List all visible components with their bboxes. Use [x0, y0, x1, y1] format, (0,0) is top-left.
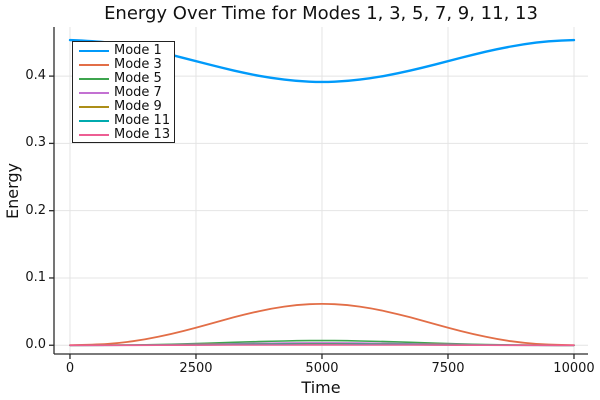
- y-tick-label-0.0: 0.0: [25, 337, 46, 353]
- legend-label: Mode 1: [114, 43, 162, 58]
- x-tick-label-5000: 5000: [305, 361, 339, 376]
- x-tick-label-0: 0: [65, 361, 75, 376]
- legend-item-mode-9: Mode 9: [79, 100, 174, 114]
- legend-line-icon: [79, 78, 109, 80]
- legend-label: Mode 3: [114, 57, 162, 72]
- legend-box: Mode 1 Mode 3 Mode 5 Mode 7 Mode 9 Mode 11 Mod…: [72, 41, 175, 143]
- legend-label: Mode 9: [114, 99, 162, 114]
- x-axis-label: Time: [301, 378, 341, 397]
- series-line-mode-3: [69, 302, 575, 346]
- legend-item-mode-5: Mode 5: [79, 72, 174, 86]
- legend-label: Mode 7: [114, 85, 162, 100]
- legend-line-icon: [79, 134, 109, 136]
- y-tick-label-0.2: 0.2: [25, 202, 46, 218]
- legend-item-mode-1: Mode 1: [79, 44, 174, 58]
- legend-item-mode-3: Mode 3: [79, 58, 174, 72]
- legend-label: Mode 13: [114, 127, 171, 142]
- legend-label: Mode 11: [114, 113, 171, 128]
- legend-label: Mode 5: [114, 71, 162, 86]
- x-tick-label-10000: 10000: [553, 361, 595, 376]
- legend-item-mode-7: Mode 7: [79, 86, 174, 100]
- chart-title: Energy Over Time for Modes 1, 3, 5, 7, 9…: [104, 3, 538, 24]
- y-tick-label-0.3: 0.3: [25, 135, 46, 151]
- legend-line-icon: [79, 64, 109, 66]
- legend-item-mode-13: Mode 13: [79, 128, 174, 142]
- legend-item-mode-11: Mode 11: [79, 114, 174, 128]
- x-tick-label-7500: 7500: [431, 361, 465, 376]
- y-tick-label-0.1: 0.1: [25, 269, 46, 285]
- legend-line-icon: [79, 120, 109, 122]
- x-tick-label-2500: 2500: [179, 361, 213, 376]
- legend-line-icon: [79, 92, 109, 94]
- legend-line-icon: [79, 106, 109, 108]
- legend-line-icon: [79, 50, 109, 52]
- y-tick-label-0.4: 0.4: [25, 68, 46, 84]
